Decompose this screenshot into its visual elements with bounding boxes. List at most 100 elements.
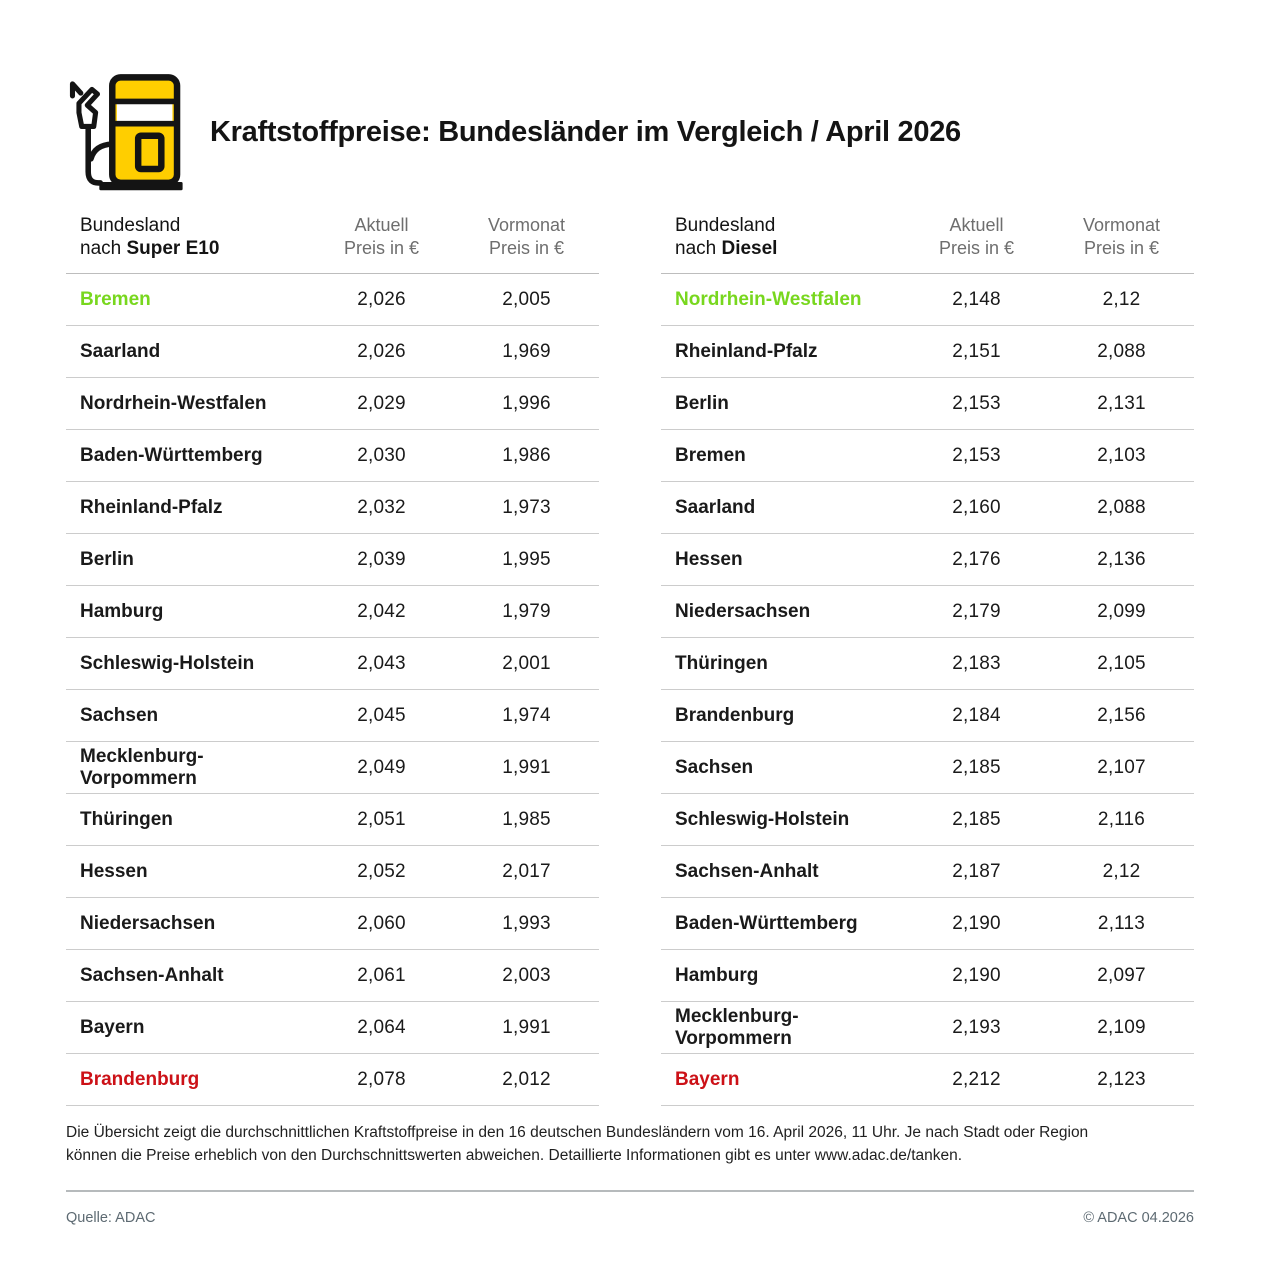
fuel-label: Diesel: [721, 238, 778, 259]
table-row: Schleswig-Holstein 2,185 2,116: [661, 794, 1194, 846]
price-aktuell: 2,179: [952, 600, 1001, 622]
price-vormonat: 2,099: [1097, 600, 1146, 622]
table-row: Mecklenburg-Vorpommern 2,049 1,991: [66, 742, 599, 794]
table-row: Baden-Württemberg 2,190 2,113: [661, 898, 1194, 950]
bundesland-column-header: Bundesland nach Diesel: [661, 214, 904, 260]
table-row: Schleswig-Holstein 2,043 2,001: [66, 638, 599, 690]
state-name: Berlin: [80, 548, 134, 570]
price-vormonat: 1,985: [502, 808, 551, 830]
price-aktuell: 2,043: [357, 652, 406, 674]
price-vormonat: 2,017: [502, 860, 551, 882]
price-vormonat: 2,12: [1102, 288, 1141, 310]
state-name: Mecklenburg-Vorpommern: [675, 1005, 799, 1049]
table-row: Sachsen 2,185 2,107: [661, 742, 1194, 794]
state-name: Mecklenburg-Vorpommern: [80, 745, 204, 789]
price-vormonat: 2,088: [1097, 496, 1146, 518]
table-row: Saarland 2,026 1,969: [66, 326, 599, 378]
source-label: Quelle: ADAC: [66, 1210, 156, 1226]
state-name: Baden-Württemberg: [675, 912, 858, 934]
table-row: Hamburg 2,042 1,979: [66, 586, 599, 638]
table-diesel: Bundesland nach Diesel Aktuell Preis in …: [661, 214, 1194, 1106]
price-aktuell: 2,039: [357, 548, 406, 570]
price-aktuell: 2,160: [952, 496, 1001, 518]
table-header-super-e10: Bundesland nach Super E10 Aktuell Preis …: [66, 214, 599, 274]
table-row: Saarland 2,160 2,088: [661, 482, 1194, 534]
price-aktuell: 2,184: [952, 704, 1001, 726]
column-header-vormonat: Vormonat Preis in €: [487, 215, 566, 258]
state-name: Baden-Württemberg: [80, 444, 263, 466]
table-row: Sachsen 2,045 1,974: [66, 690, 599, 742]
table-row: Hamburg 2,190 2,097: [661, 950, 1194, 1002]
table-row: Rheinland-Pfalz 2,032 1,973: [66, 482, 599, 534]
table-row: Hessen 2,052 2,017: [66, 846, 599, 898]
price-vormonat: 1,969: [502, 340, 551, 362]
price-vormonat: 2,123: [1097, 1068, 1146, 1090]
table-body-super-e10: Bremen 2,026 2,005 Saarland 2,026 1,969 …: [66, 274, 599, 1106]
price-aktuell: 2,153: [952, 392, 1001, 414]
price-aktuell: 2,183: [952, 652, 1001, 674]
masthead: Kraftstoffpreise: Bundesländer im Vergle…: [64, 70, 961, 194]
table-row: Berlin 2,153 2,131: [661, 378, 1194, 430]
price-aktuell: 2,032: [357, 496, 406, 518]
state-name: Rheinland-Pfalz: [675, 340, 818, 362]
state-name: Sachsen: [675, 756, 754, 778]
price-vormonat: 2,005: [502, 288, 551, 310]
column-header-aktuell: Aktuell Preis in €: [938, 215, 1015, 258]
price-vormonat: 2,156: [1097, 704, 1146, 726]
price-vormonat: 2,103: [1097, 444, 1146, 466]
state-name: Hamburg: [675, 964, 759, 986]
price-aktuell: 2,064: [357, 1016, 406, 1038]
state-name: Brandenburg: [675, 704, 795, 726]
state-name: Niedersachsen: [675, 600, 811, 622]
state-name: Nordrhein-Westfalen: [675, 288, 862, 310]
table-row: Niedersachsen 2,179 2,099: [661, 586, 1194, 638]
fuel-label-prefix: nach: [675, 238, 722, 259]
state-name: Bayern: [80, 1016, 145, 1038]
price-vormonat: 1,991: [502, 756, 551, 778]
state-name: Hessen: [80, 860, 148, 882]
price-vormonat: 1,995: [502, 548, 551, 570]
page-title: Kraftstoffpreise: Bundesländer im Vergle…: [210, 115, 961, 148]
price-aktuell: 2,185: [952, 756, 1001, 778]
tables-section: Bundesland nach Super E10 Aktuell Preis …: [66, 214, 1194, 1106]
table-row: Mecklenburg-Vorpommern 2,193 2,109: [661, 1002, 1194, 1054]
price-aktuell: 2,052: [357, 860, 406, 882]
column-header-aktuell: Aktuell Preis in €: [343, 215, 420, 258]
table-row: Rheinland-Pfalz 2,151 2,088: [661, 326, 1194, 378]
price-aktuell: 2,029: [357, 392, 406, 414]
price-aktuell: 2,190: [952, 912, 1001, 934]
price-aktuell: 2,049: [357, 756, 406, 778]
state-name: Saarland: [675, 496, 756, 518]
state-name: Bremen: [675, 444, 746, 466]
state-name: Nordrhein-Westfalen: [80, 392, 267, 414]
copyright-label: © ADAC 04.2026: [1083, 1210, 1194, 1226]
table-row: Brandenburg 2,078 2,012: [66, 1054, 599, 1106]
price-vormonat: 2,003: [502, 964, 551, 986]
price-vormonat: 2,131: [1097, 392, 1146, 414]
price-aktuell: 2,148: [952, 288, 1001, 310]
table-row: Berlin 2,039 1,995: [66, 534, 599, 586]
price-vormonat: 1,986: [502, 444, 551, 466]
price-aktuell: 2,212: [952, 1068, 1001, 1090]
price-vormonat: 2,113: [1097, 912, 1146, 934]
price-vormonat: 1,996: [502, 392, 551, 414]
table-super-e10: Bundesland nach Super E10 Aktuell Preis …: [66, 214, 599, 1106]
table-row: Thüringen 2,051 1,985: [66, 794, 599, 846]
table-row: Hessen 2,176 2,136: [661, 534, 1194, 586]
state-name: Niedersachsen: [80, 912, 216, 934]
footnote: Die Übersicht zeigt die durchschnittlich…: [66, 1124, 1089, 1164]
table-row: Bayern 2,212 2,123: [661, 1054, 1194, 1106]
state-name: Hessen: [675, 548, 743, 570]
price-vormonat: 1,993: [502, 912, 551, 934]
state-name: Berlin: [675, 392, 729, 414]
price-aktuell: 2,176: [952, 548, 1001, 570]
price-aktuell: 2,026: [357, 340, 406, 362]
table-row: Bremen 2,026 2,005: [66, 274, 599, 326]
state-name: Thüringen: [675, 652, 768, 674]
price-vormonat: 2,107: [1097, 756, 1146, 778]
table-header-diesel: Bundesland nach Diesel Aktuell Preis in …: [661, 214, 1194, 274]
table-row: Thüringen 2,183 2,105: [661, 638, 1194, 690]
price-aktuell: 2,060: [357, 912, 406, 934]
price-aktuell: 2,185: [952, 808, 1001, 830]
price-aktuell: 2,190: [952, 964, 1001, 986]
